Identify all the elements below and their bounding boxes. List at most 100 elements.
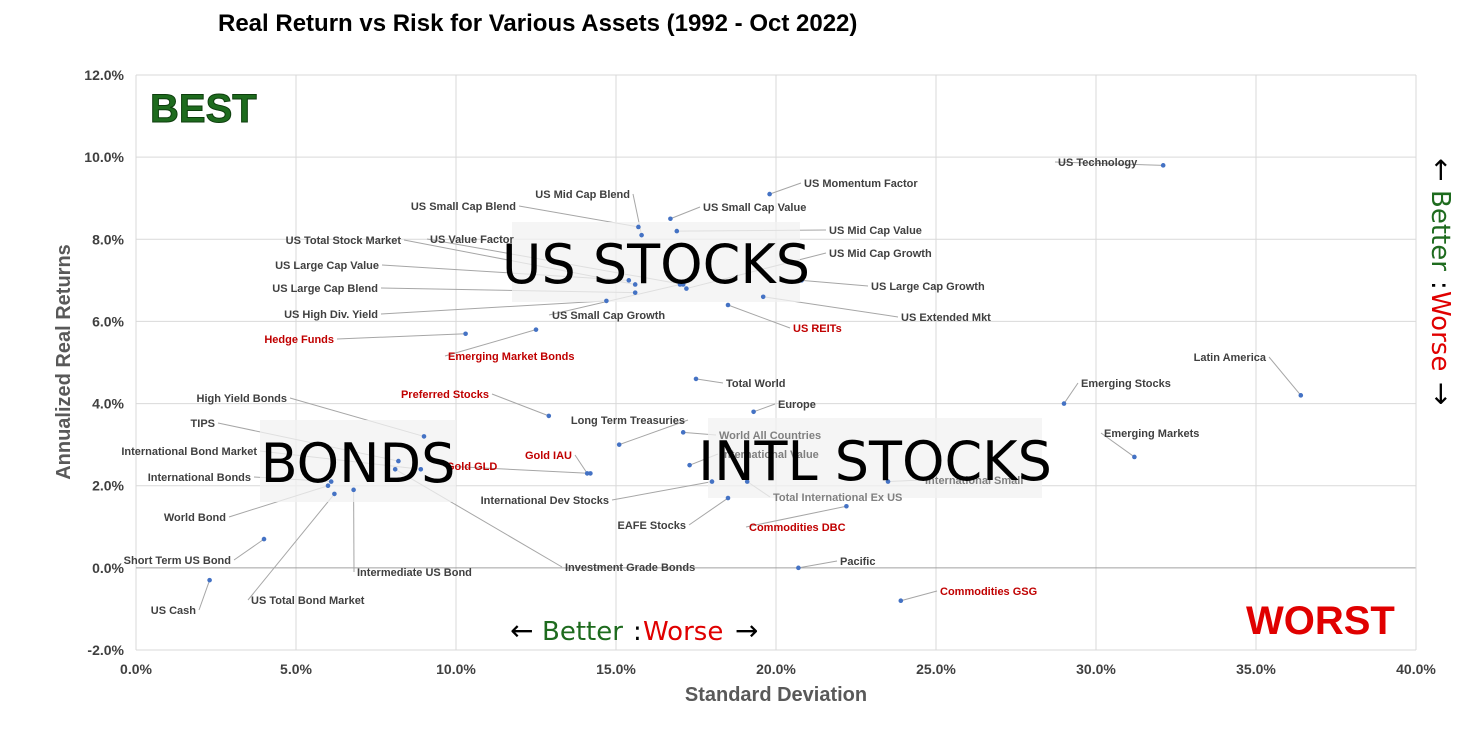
point-label: International Value [721, 449, 819, 461]
y-better-text: Better [1425, 190, 1455, 271]
point-label: World Bond [164, 512, 226, 524]
data-point [636, 224, 641, 230]
data-point [687, 462, 692, 468]
data-point [751, 409, 756, 415]
data-point [796, 565, 801, 571]
point-label: Short Term US Bond [124, 555, 231, 567]
bonds-box [260, 420, 456, 502]
x-tick-label: 25.0% [916, 661, 956, 677]
x-colon-text: : [633, 617, 642, 647]
data-point [668, 216, 673, 222]
data-point [885, 479, 891, 484]
point-label: Gold GLD [446, 461, 497, 473]
point-label: High Yield Bonds [197, 393, 287, 405]
data-point [709, 479, 715, 484]
data-point [392, 466, 398, 472]
point-label: Commodities DBC [749, 522, 846, 534]
leader-line [1268, 356, 1302, 396]
data-points [207, 163, 1304, 604]
point-label: Europe [778, 399, 816, 411]
point-label: US Extended Mkt [901, 312, 991, 324]
leader-line [745, 505, 847, 528]
leader-line [611, 481, 713, 501]
data-point [725, 495, 731, 501]
data-point [799, 278, 804, 283]
leader-line [1100, 432, 1135, 458]
point-label: Long Term Treasuries [571, 415, 685, 427]
y-worse-text: Worse [1425, 291, 1455, 371]
point-label: Gold IAU [525, 450, 572, 462]
point-label: International Small [925, 475, 1023, 487]
data-point [677, 282, 683, 287]
worst-label: WORST [1246, 599, 1395, 643]
x-tick-label: 15.0% [596, 661, 636, 677]
x-better-text: Better [542, 617, 623, 647]
point-label: US Technology [1058, 157, 1138, 169]
leader-line [198, 580, 211, 611]
chart-title: Real Return vs Risk for Various Assets (… [218, 10, 858, 37]
data-point [584, 471, 590, 476]
bonds-label: BONDS [261, 432, 456, 495]
data-point [463, 331, 468, 337]
intl-stocks-label: INTL STOCKS [698, 430, 1052, 493]
y-axis-title: Annualized Real Returns [53, 244, 75, 480]
point-labels: US Technology US Momentum Factor US Mid Ca… [121, 157, 1267, 617]
point-label: International Bond Market [121, 446, 257, 458]
data-point [396, 458, 401, 464]
point-label: World All Countries [719, 430, 821, 442]
point-label: US Mid Cap Value [829, 225, 922, 237]
leader-line [769, 182, 802, 195]
x-tick-label: 35.0% [1236, 661, 1276, 677]
point-label: US Momentum Factor [804, 178, 918, 190]
point-label: US Total Stock Market [286, 235, 402, 247]
y-tick-labels: -2.0% 0.0% 2.0% 4.0% 6.0% 8.0% 10.0% 12.0% [84, 67, 124, 658]
data-point [1298, 393, 1304, 398]
leader-line [619, 419, 689, 446]
y-better-worse-indicator: ← Better : Worse → [1425, 158, 1457, 405]
leader-line [444, 329, 537, 357]
data-point [328, 479, 334, 484]
point-label: Emerging Market Bonds [448, 351, 575, 363]
point-label: US Small Cap Growth [552, 310, 665, 322]
data-point [332, 491, 337, 497]
point-label: Hedge Funds [264, 334, 334, 346]
data-point [533, 327, 539, 332]
data-point [546, 413, 552, 419]
point-label: Total World [726, 378, 785, 390]
x-tick-label: 30.0% [1076, 661, 1116, 677]
leader-line [247, 493, 335, 601]
point-label: US Small Cap Blend [411, 201, 516, 213]
leader-line [574, 454, 588, 474]
us-stocks-box [512, 222, 800, 302]
x-tick-label: 5.0% [280, 661, 312, 677]
y-tick-label: 0.0% [92, 560, 124, 576]
leader-line [798, 560, 838, 569]
leader-line [380, 300, 607, 315]
point-label: EAFE Stocks [618, 520, 686, 532]
data-point [744, 479, 750, 484]
x-worse-text: Worse [643, 617, 723, 647]
point-label: US REITs [793, 323, 842, 335]
leader-line [670, 206, 701, 220]
point-label: US Mid Cap Blend [535, 189, 630, 201]
data-point [325, 483, 331, 489]
leader-line [1063, 382, 1079, 404]
y-colon-text: : [1425, 281, 1455, 290]
data-point [632, 290, 638, 295]
point-label: US Cash [151, 605, 197, 617]
data-point [616, 442, 622, 447]
leader-line [801, 279, 869, 287]
x-axis-title: Standard Deviation [685, 684, 867, 706]
point-label: US Small Cap Value [703, 202, 806, 214]
point-label: US Mid Cap Growth [829, 248, 932, 260]
point-label: US Total Bond Market [251, 595, 365, 607]
data-point [767, 191, 772, 197]
point-label: Pacific [840, 556, 875, 568]
point-label: US Large Cap Value [275, 260, 379, 272]
data-point [418, 466, 424, 472]
data-point [760, 294, 766, 300]
point-label: Emerging Markets [1104, 428, 1199, 440]
data-point [421, 434, 427, 439]
y-tick-label: 10.0% [84, 149, 124, 165]
